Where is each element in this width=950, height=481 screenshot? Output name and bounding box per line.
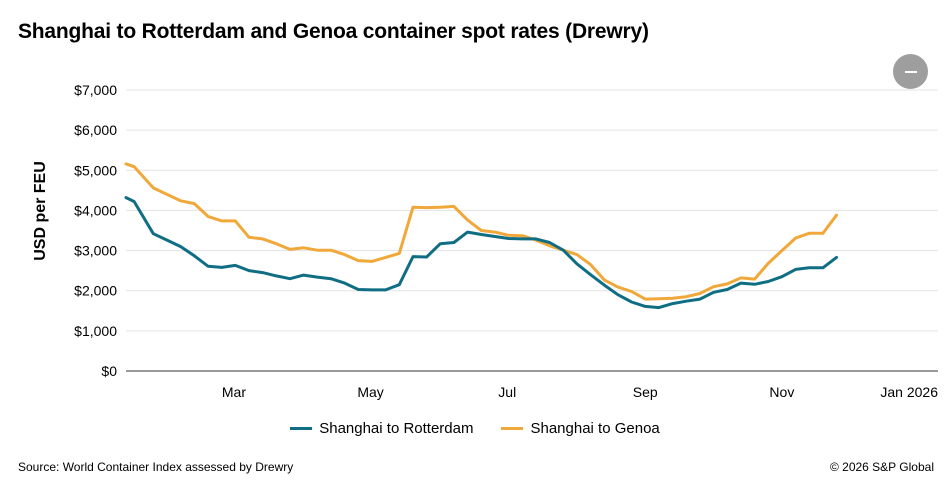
chart-legend: Shanghai to Rotterdam Shanghai to Genoa: [0, 420, 950, 437]
legend-swatch-genoa: [501, 427, 524, 430]
y-tick-label: $5,000: [74, 162, 117, 178]
y-tick-label: $6,000: [74, 122, 117, 138]
y-tick-label: $1,000: [74, 323, 117, 339]
y-tick-label: $0: [101, 363, 117, 379]
legend-item-rotterdam[interactable]: Shanghai to Rotterdam: [290, 420, 473, 437]
y-tick-label: $4,000: [74, 202, 117, 218]
y-tick-label: $3,000: [74, 243, 117, 259]
series-line-genoa[interactable]: [124, 162, 838, 301]
legend-item-genoa[interactable]: Shanghai to Genoa: [501, 420, 660, 437]
legend-swatch-rotterdam: [290, 427, 313, 430]
x-tick-label: Jan 2026: [880, 384, 938, 400]
y-tick-label: $7,000: [74, 82, 117, 98]
copyright-note: © 2026 S&P Global: [829, 460, 934, 474]
x-tick-label: Jul: [498, 384, 516, 400]
x-tick-label: Sep: [633, 384, 658, 400]
y-tick-label: $2,000: [74, 283, 117, 299]
chart-title: Shanghai to Rotterdam and Genoa containe…: [18, 20, 649, 43]
source-note: Source: World Container Index assessed b…: [18, 460, 294, 474]
minus-icon: [904, 70, 917, 73]
x-tick-label: May: [357, 384, 383, 400]
minimize-button[interactable]: [893, 54, 928, 89]
legend-label-genoa: Shanghai to Genoa: [530, 420, 660, 437]
series-line-rotterdam[interactable]: [124, 196, 838, 310]
x-tick-label: Nov: [769, 384, 794, 400]
x-tick-label: Mar: [222, 384, 246, 400]
legend-label-rotterdam: Shanghai to Rotterdam: [319, 420, 474, 437]
y-axis-label: USD per FEU: [32, 161, 49, 261]
